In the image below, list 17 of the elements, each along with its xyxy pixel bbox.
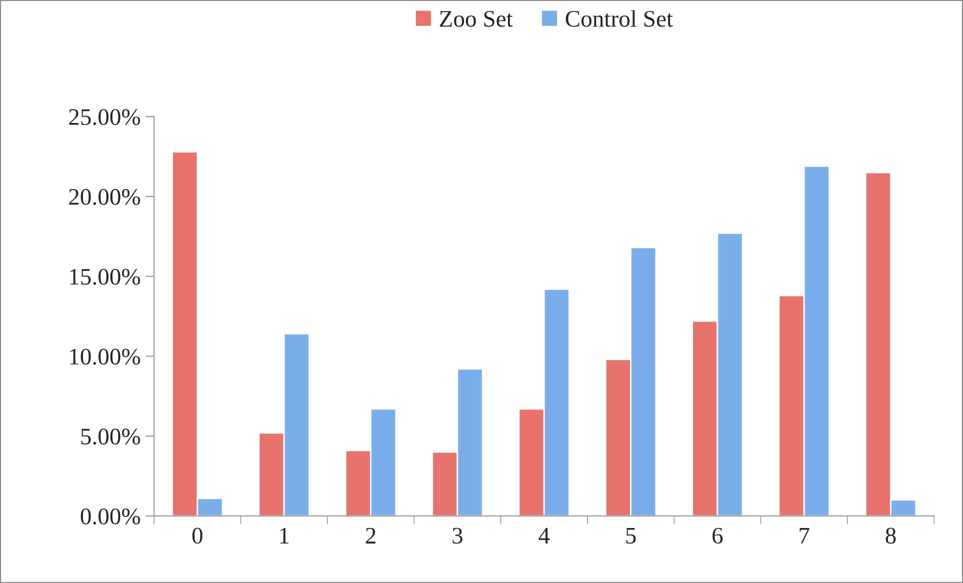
x-tick-label: 0 (192, 528, 202, 544)
y-tick-label: 5.00% (81, 428, 140, 445)
y-tick-label: 20.00% (69, 188, 140, 205)
y-tick-label: 15.00% (70, 268, 140, 285)
x-tick-label: 1 (280, 528, 289, 544)
x-tick-label: 8 (886, 528, 896, 544)
legend-label: Zoo Set (440, 10, 513, 27)
y-tick-label: 0.00% (80, 508, 140, 524)
x-tick-label: 2 (366, 528, 376, 544)
x-tick-label: 3 (452, 528, 462, 544)
x-tick-label: 6 (712, 528, 723, 544)
x-tick-label: 5 (626, 528, 636, 544)
y-tick-label: 10.00% (70, 348, 140, 365)
x-tick-label: 4 (538, 528, 550, 544)
legend-label: Control Set (566, 10, 673, 27)
y-tick-label: 25.00% (69, 109, 140, 126)
x-tick-label: 7 (800, 528, 810, 544)
